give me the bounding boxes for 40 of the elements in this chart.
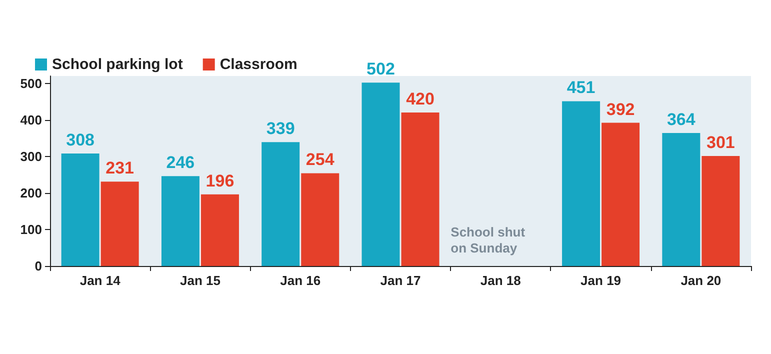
bar	[602, 122, 640, 266]
x-tick-label: Jan 18	[480, 273, 521, 288]
bar	[161, 176, 200, 266]
bar	[362, 82, 400, 266]
y-tick-label: 300	[20, 148, 42, 164]
data-label: 392	[606, 100, 635, 119]
y-tick-label: 400	[20, 112, 42, 128]
bar	[562, 101, 600, 266]
bar	[702, 156, 740, 266]
bar	[100, 182, 139, 266]
data-label: 231	[106, 158, 134, 178]
data-label: 196	[206, 171, 234, 190]
data-label: 364	[666, 110, 696, 129]
bar	[662, 133, 700, 266]
x-tick-label: Jan 20	[680, 273, 722, 288]
legend-label: Classroom	[220, 56, 298, 73]
data-label: 246	[166, 153, 195, 172]
legend-label: School parking lot	[52, 56, 183, 73]
bar	[61, 153, 100, 266]
y-tick-label: 200	[20, 185, 42, 200]
y-tick-label: 0	[34, 258, 42, 274]
bar	[401, 112, 440, 266]
x-tick-label: Jan 17	[380, 273, 421, 288]
bar	[262, 142, 300, 266]
y-tick-label: 100	[20, 222, 42, 237]
data-label: 339	[266, 119, 295, 138]
data-label: 502	[366, 60, 395, 79]
data-label: 254	[306, 150, 335, 170]
bar	[200, 194, 239, 266]
x-tick-label: Jan 15	[180, 273, 220, 288]
data-label: 301	[706, 133, 735, 152]
data-label: 451	[566, 78, 596, 98]
x-tick-label: Jan 14	[80, 273, 122, 288]
annotation: School shut on Sunday	[450, 224, 526, 256]
bar	[301, 173, 340, 266]
data-label: 420	[406, 90, 434, 109]
x-tick-label: Jan 19	[580, 273, 622, 288]
x-tick-label: Jan 16	[280, 273, 321, 288]
data-label: 308	[66, 130, 94, 150]
y-tick-label: 500	[20, 76, 42, 91]
